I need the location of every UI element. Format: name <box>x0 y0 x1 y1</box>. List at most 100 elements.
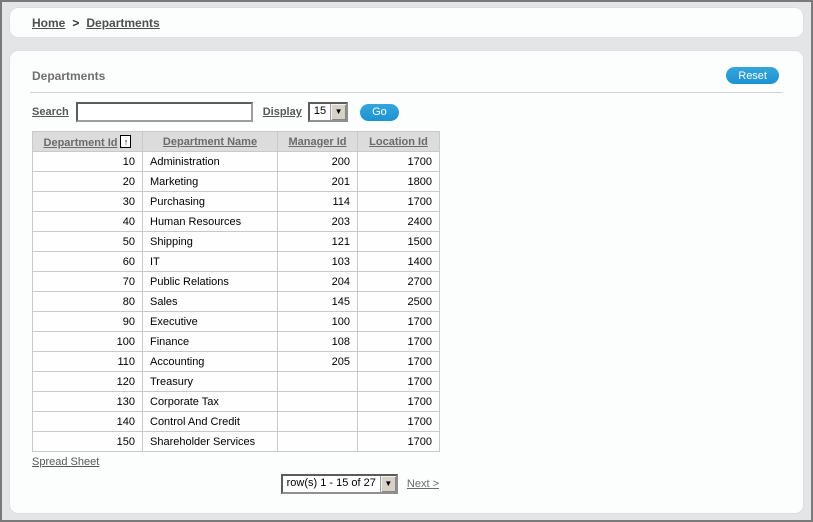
cell-location-id: 2700 <box>357 271 440 292</box>
go-button[interactable]: Go <box>360 103 399 121</box>
cell-department-id: 150 <box>32 431 143 452</box>
column-header-location-id-link[interactable]: Location Id <box>369 135 428 148</box>
cell-manager-id: 205 <box>277 351 358 372</box>
cell-department-id: 100 <box>32 331 143 352</box>
cell-manager-id: 103 <box>277 251 358 272</box>
table-row: 130 Corporate Tax 1700 <box>32 391 440 412</box>
pagination-select[interactable]: row(s) 1 - 15 of 27 ▼ <box>280 474 398 494</box>
cell-department-id: 110 <box>32 351 143 372</box>
cell-manager-id: 121 <box>277 231 358 252</box>
cell-manager-id: 203 <box>277 211 358 232</box>
search-label[interactable]: Search <box>32 106 69 118</box>
column-header-manager-id: Manager Id <box>277 131 358 152</box>
cell-department-name: Treasury <box>142 371 278 392</box>
cell-manager-id: 100 <box>277 311 358 332</box>
cell-department-id: 70 <box>32 271 143 292</box>
display-select-value: 15 <box>313 105 327 117</box>
cell-location-id: 1700 <box>357 151 440 172</box>
cell-department-id: 40 <box>32 211 143 232</box>
table-header-row: Department Id ↑ Department Name Manager I… <box>32 131 440 152</box>
cell-department-id: 60 <box>32 251 143 272</box>
column-header-department-name-link[interactable]: Department Name <box>162 135 258 148</box>
cell-department-id: 90 <box>32 311 143 332</box>
cell-location-id: 1700 <box>357 191 440 212</box>
cell-location-id: 2500 <box>357 291 440 312</box>
table-row: 120 Treasury 1700 <box>32 371 440 392</box>
search-toolbar: Search Display 15 ▼ Go <box>10 93 803 130</box>
cell-department-name: Shipping <box>142 231 278 252</box>
table-row: 80 Sales 145 2500 <box>32 291 440 312</box>
pagination: row(s) 1 - 15 of 27 ▼ Next > <box>32 474 439 494</box>
table-row: 110 Accounting 205 1700 <box>32 351 440 372</box>
breadcrumb: Home > Departments <box>9 7 804 38</box>
cell-location-id: 1700 <box>357 371 440 392</box>
cell-department-name: Shareholder Services <box>142 431 278 452</box>
display-label[interactable]: Display <box>262 106 302 118</box>
cell-location-id: 1500 <box>357 231 440 252</box>
cell-department-name: Human Resources <box>142 211 278 232</box>
search-input[interactable] <box>75 102 253 122</box>
cell-manager-id: 204 <box>277 271 358 292</box>
cell-location-id: 1700 <box>357 431 440 452</box>
table-row: 50 Shipping 121 1500 <box>32 231 440 252</box>
cell-manager-id <box>277 431 358 452</box>
region-header: Departments Reset <box>10 51 803 92</box>
cell-department-name: Corporate Tax <box>142 391 278 412</box>
cell-manager-id: 108 <box>277 331 358 352</box>
cell-location-id: 1800 <box>357 171 440 192</box>
column-header-department-id-link[interactable]: Department Id <box>43 136 118 149</box>
cell-department-id: 10 <box>32 151 143 172</box>
table-row: 30 Purchasing 114 1700 <box>32 191 440 212</box>
table-row: 40 Human Resources 203 2400 <box>32 211 440 232</box>
cell-department-id: 80 <box>32 291 143 312</box>
table-row: 20 Marketing 201 1800 <box>32 171 440 192</box>
cell-department-id: 140 <box>32 411 143 432</box>
cell-department-name: Purchasing <box>142 191 278 212</box>
cell-manager-id <box>277 371 358 392</box>
cell-department-id: 20 <box>32 171 143 192</box>
breadcrumb-link-departments[interactable]: Departments <box>86 15 160 30</box>
cell-location-id: 1700 <box>357 411 440 432</box>
table-body: 10 Administration 200 1700 20 Marketing … <box>32 151 440 452</box>
column-header-department-id: Department Id ↑ <box>32 131 143 152</box>
reset-button[interactable]: Reset <box>726 67 779 84</box>
table-row: 150 Shareholder Services 1700 <box>32 431 440 452</box>
dropdown-arrow-icon[interactable]: ▼ <box>330 104 347 120</box>
cell-manager-id <box>277 391 358 412</box>
region-title: Departments <box>32 68 106 83</box>
cell-department-name: Administration <box>142 151 278 172</box>
next-page-link[interactable]: Next > <box>406 478 439 490</box>
table-row: 60 IT 103 1400 <box>32 251 440 272</box>
cell-department-id: 130 <box>32 391 143 412</box>
display-select[interactable]: 15 ▼ <box>307 102 349 122</box>
dropdown-arrow-icon[interactable]: ▼ <box>379 476 396 492</box>
cell-department-name: Public Relations <box>142 271 278 292</box>
cell-department-id: 30 <box>32 191 143 212</box>
departments-region: Departments Reset Search Display 15 ▼ Go <box>9 50 804 514</box>
column-header-department-name: Department Name <box>142 131 278 152</box>
cell-manager-id: 201 <box>277 171 358 192</box>
pagination-select-value: row(s) 1 - 15 of 27 <box>286 477 376 489</box>
cell-location-id: 2400 <box>357 211 440 232</box>
cell-department-name: Sales <box>142 291 278 312</box>
cell-manager-id: 114 <box>277 191 358 212</box>
column-header-location-id: Location Id <box>357 131 440 152</box>
cell-department-name: IT <box>142 251 278 272</box>
sort-ascending-icon[interactable]: ↑ <box>120 134 132 148</box>
column-header-manager-id-link[interactable]: Manager Id <box>288 135 347 148</box>
table-row: 10 Administration 200 1700 <box>32 151 440 172</box>
table-row: 70 Public Relations 204 2700 <box>32 271 440 292</box>
cell-department-id: 50 <box>32 231 143 252</box>
cell-location-id: 1700 <box>357 311 440 332</box>
table-row: 100 Finance 108 1700 <box>32 331 440 352</box>
table-row: 140 Control And Credit 1700 <box>32 411 440 432</box>
cell-manager-id <box>277 411 358 432</box>
spread-sheet-link[interactable]: Spread Sheet <box>32 456 100 468</box>
cell-location-id: 1700 <box>357 391 440 412</box>
breadcrumb-link-home[interactable]: Home <box>32 15 66 30</box>
cell-manager-id: 200 <box>277 151 358 172</box>
departments-table: Department Id ↑ Department Name Manager I… <box>32 131 440 452</box>
cell-department-name: Control And Credit <box>142 411 278 432</box>
cell-department-name: Finance <box>142 331 278 352</box>
